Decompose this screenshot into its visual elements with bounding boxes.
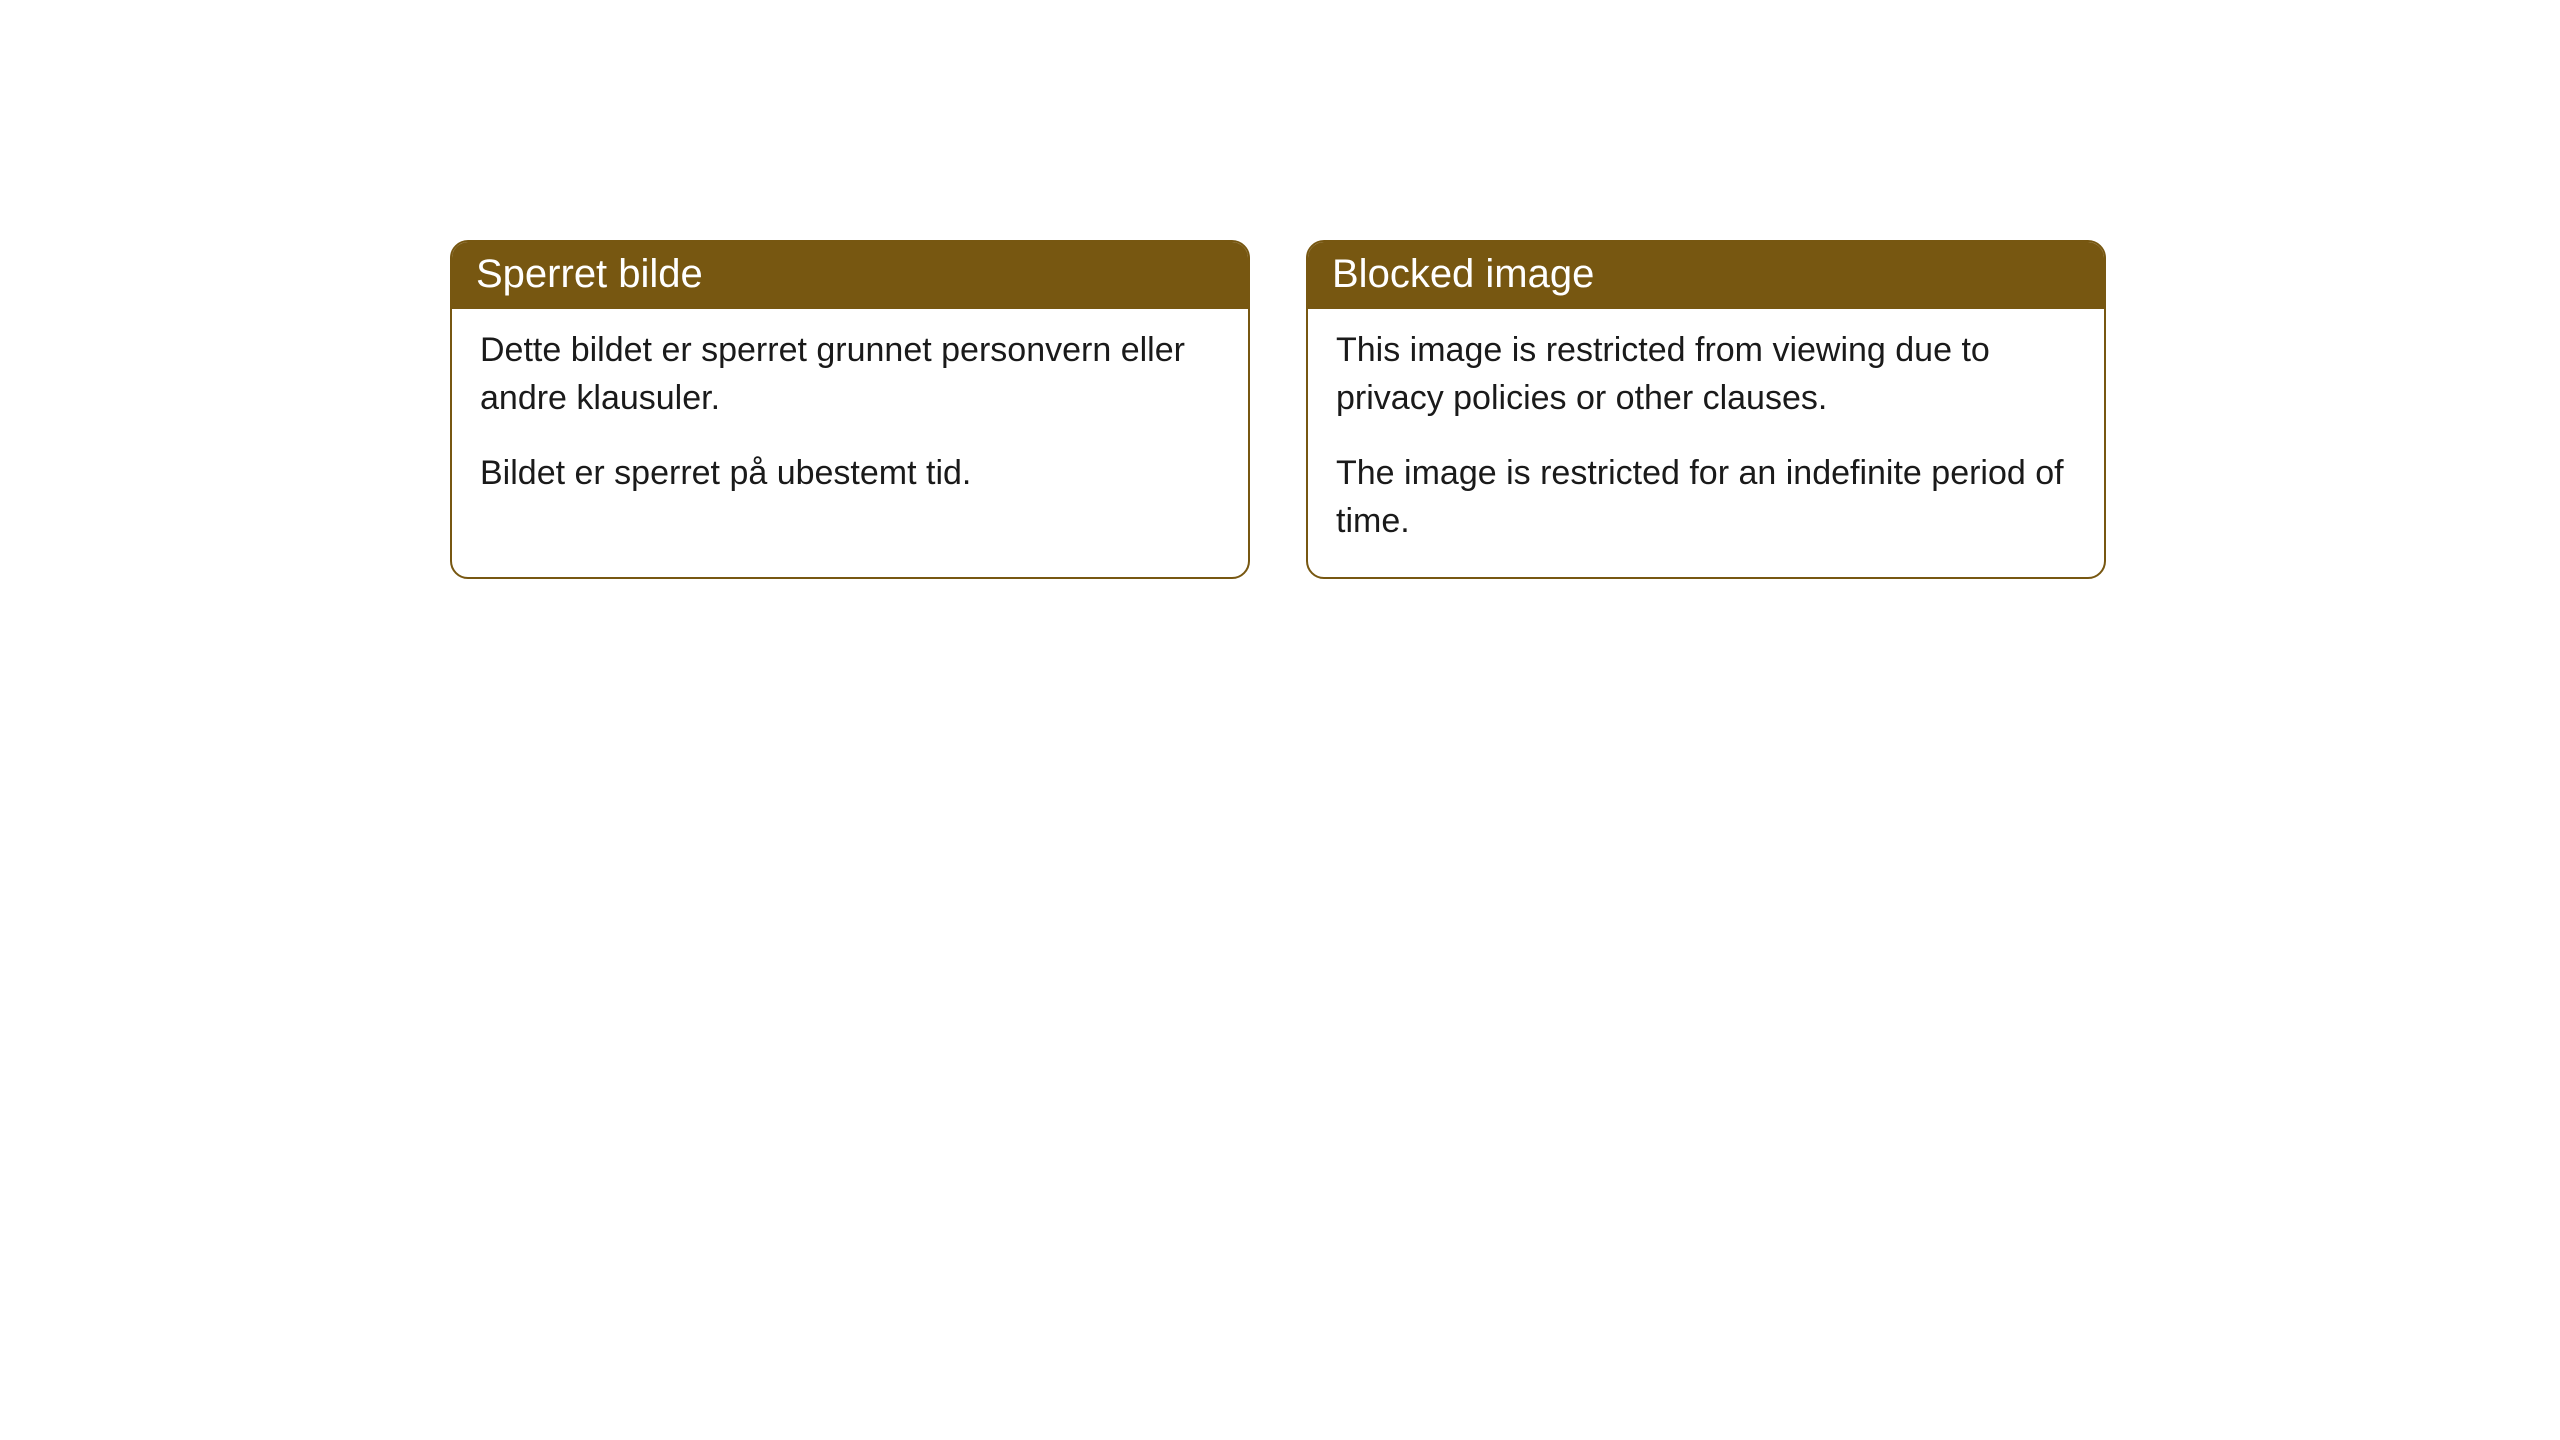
card-title: Blocked image [1332, 252, 1594, 296]
blocked-image-card-no: Sperret bilde Dette bildet er sperret gr… [450, 240, 1250, 579]
card-body: This image is restricted from viewing du… [1308, 309, 2104, 577]
card-paragraph: This image is restricted from viewing du… [1336, 327, 2076, 422]
card-body: Dette bildet er sperret grunnet personve… [452, 309, 1248, 530]
card-paragraph: The image is restricted for an indefinit… [1336, 450, 2076, 545]
card-header: Blocked image [1308, 242, 2104, 309]
card-paragraph: Dette bildet er sperret grunnet personve… [480, 327, 1220, 422]
blocked-image-card-en: Blocked image This image is restricted f… [1306, 240, 2106, 579]
notice-container: Sperret bilde Dette bildet er sperret gr… [0, 0, 2560, 579]
card-header: Sperret bilde [452, 242, 1248, 309]
card-paragraph: Bildet er sperret på ubestemt tid. [480, 450, 1220, 498]
card-title: Sperret bilde [476, 252, 703, 296]
